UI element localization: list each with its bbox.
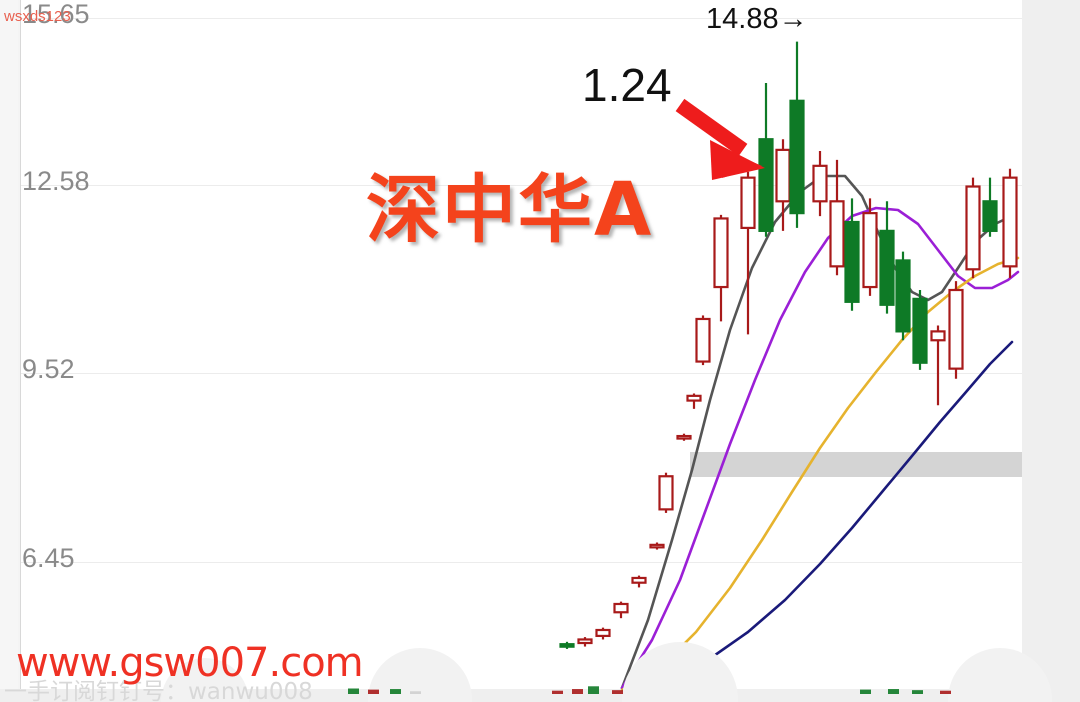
y-axis-tick-label: 6.45	[22, 543, 75, 573]
y-axis-tick-label: 9.52	[22, 354, 75, 384]
left-gutter	[0, 0, 18, 702]
price-highlight-bar[interactable]	[690, 452, 1022, 477]
chart-sheet	[18, 0, 1022, 689]
watermark-footer-cn: 一手订阅钉钉号：wanwu008	[4, 679, 313, 702]
stock-name-title: 深中华A	[366, 167, 654, 253]
y-axis-tick-label: 15.65	[22, 0, 90, 29]
y-axis-line	[20, 0, 21, 689]
y-axis-tick-label: 12.58	[22, 166, 90, 196]
gridline	[20, 373, 1022, 374]
watermark-url: www.gsw007.com	[16, 640, 364, 686]
right-gutter	[1022, 0, 1080, 702]
bottom-gutter	[0, 689, 1080, 702]
sheet-edge	[18, 0, 21, 689]
top-price-annotation: 14.88→	[706, 3, 808, 35]
gridline	[20, 185, 1022, 186]
callout-value-annotation: 1.24	[582, 59, 672, 111]
gridline	[20, 18, 1022, 19]
gridline	[20, 562, 1022, 563]
watermark-top-left: wsxds123	[4, 8, 71, 25]
